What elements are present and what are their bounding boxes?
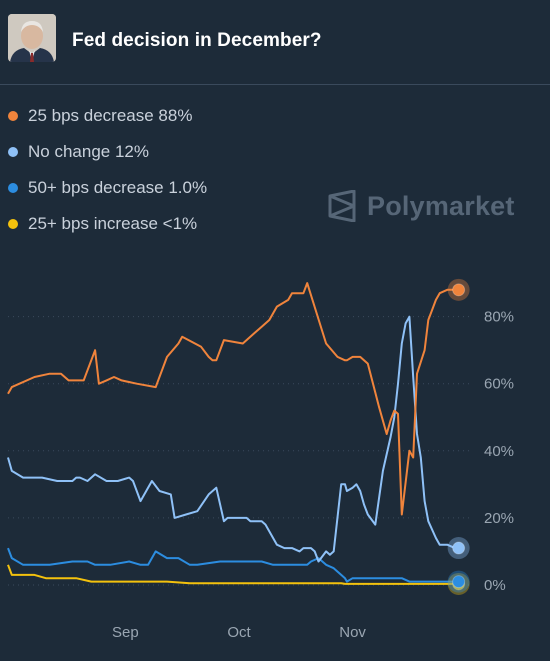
- watermark-text: Polymarket: [367, 190, 515, 221]
- legend-dot: [8, 147, 18, 157]
- divider: [0, 84, 550, 85]
- end-markers: [447, 278, 470, 595]
- legend-item: No change 12%: [8, 134, 207, 170]
- legend-item: 50+ bps decrease 1.0%: [8, 170, 207, 206]
- y-tick-label: 20%: [484, 510, 514, 527]
- x-axis: Sep Oct Nov: [112, 624, 366, 641]
- legend-label: 25+ bps increase <1%: [28, 214, 198, 233]
- page-title: Fed decision in December?: [72, 30, 322, 51]
- legend-label: No change 12%: [28, 142, 149, 161]
- y-axis: 0% 20% 40% 60% 80%: [484, 309, 514, 594]
- end-marker: [452, 541, 466, 555]
- series-line: [7, 315, 459, 563]
- legend-dot: [8, 219, 18, 229]
- series-layer: [7, 282, 459, 585]
- header: Fed decision in December?: [0, 0, 550, 84]
- legend-dot: [8, 183, 18, 193]
- x-tick-label: Nov: [339, 624, 366, 641]
- chart-legend: 25 bps decrease 88% No change 12% 50+ bp…: [8, 98, 207, 242]
- legend-label: 25 bps decrease 88%: [28, 106, 193, 125]
- end-marker: [452, 575, 466, 589]
- series-line: [7, 282, 459, 516]
- y-tick-label: 40%: [484, 443, 514, 460]
- legend-dot: [8, 111, 18, 121]
- avatar[interactable]: [8, 14, 56, 62]
- series-line: [7, 547, 459, 583]
- polymarket-watermark: Polymarket: [327, 186, 515, 226]
- y-tick-label: 80%: [484, 309, 514, 326]
- y-tick-label: 60%: [484, 376, 514, 393]
- person-portrait-icon: [8, 14, 56, 62]
- x-tick-label: Sep: [112, 624, 139, 641]
- legend-item: 25 bps decrease 88%: [8, 98, 207, 134]
- end-marker: [452, 283, 466, 297]
- y-tick-label: 0%: [484, 577, 506, 594]
- legend-label: 50+ bps decrease 1.0%: [28, 178, 208, 197]
- polymarket-logo-icon: [328, 190, 356, 222]
- legend-item: 25+ bps increase <1%: [8, 206, 207, 242]
- series-line: [7, 564, 459, 585]
- x-tick-label: Oct: [227, 624, 251, 641]
